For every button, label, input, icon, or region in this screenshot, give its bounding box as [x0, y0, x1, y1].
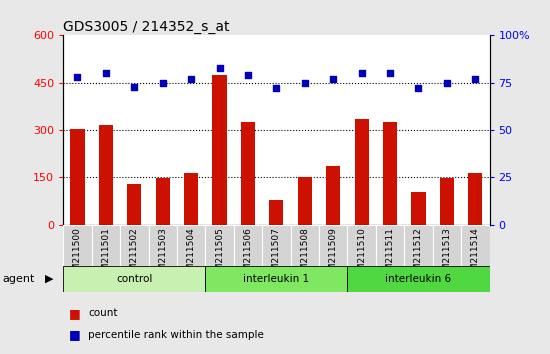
Bar — [298, 177, 312, 225]
Bar — [63, 225, 92, 266]
Point — [186, 76, 196, 82]
Text: GSM211511: GSM211511 — [386, 227, 394, 282]
Text: interleukin 1: interleukin 1 — [243, 274, 310, 284]
Bar — [184, 173, 198, 225]
Point — [73, 74, 82, 80]
Bar — [376, 225, 404, 266]
Point — [386, 70, 394, 76]
Bar — [348, 266, 490, 292]
Text: ▶: ▶ — [45, 274, 54, 284]
Text: GSM211505: GSM211505 — [215, 227, 224, 282]
Bar — [461, 225, 490, 266]
Text: GSM211502: GSM211502 — [130, 227, 139, 281]
Bar — [319, 225, 348, 266]
Bar — [156, 178, 170, 225]
Bar — [212, 75, 227, 225]
Text: interleukin 6: interleukin 6 — [386, 274, 452, 284]
Bar — [468, 173, 482, 225]
Text: GSM211513: GSM211513 — [442, 227, 452, 282]
Bar — [177, 225, 205, 266]
Point — [300, 80, 309, 86]
Bar — [148, 225, 177, 266]
Point — [471, 76, 480, 82]
Text: control: control — [116, 274, 152, 284]
Text: GDS3005 / 214352_s_at: GDS3005 / 214352_s_at — [63, 19, 230, 34]
Bar — [440, 178, 454, 225]
Bar — [348, 225, 376, 266]
Text: percentile rank within the sample: percentile rank within the sample — [88, 330, 264, 339]
Bar — [63, 266, 205, 292]
Bar — [205, 266, 348, 292]
Bar — [404, 225, 433, 266]
Point — [158, 80, 167, 86]
Bar — [383, 122, 397, 225]
Text: GSM211506: GSM211506 — [244, 227, 252, 282]
Bar — [290, 225, 319, 266]
Text: GSM211514: GSM211514 — [471, 227, 480, 281]
Text: GSM211504: GSM211504 — [186, 227, 196, 281]
Text: GSM211507: GSM211507 — [272, 227, 281, 282]
Text: ■: ■ — [69, 307, 80, 320]
Bar — [205, 225, 234, 266]
Bar — [234, 225, 262, 266]
Text: ■: ■ — [69, 328, 80, 341]
Point — [414, 86, 423, 91]
Point — [244, 72, 252, 78]
Bar — [99, 125, 113, 225]
Text: GSM211500: GSM211500 — [73, 227, 82, 282]
Point — [215, 65, 224, 70]
Bar — [270, 200, 283, 225]
Text: agent: agent — [3, 274, 35, 284]
Text: GSM211512: GSM211512 — [414, 227, 423, 281]
Text: GSM211501: GSM211501 — [101, 227, 111, 282]
Point — [442, 80, 451, 86]
Point — [358, 70, 366, 76]
Point — [101, 70, 110, 76]
Bar — [355, 119, 368, 225]
Bar — [120, 225, 148, 266]
Text: GSM211509: GSM211509 — [329, 227, 338, 282]
Bar — [70, 129, 85, 225]
Point — [272, 86, 280, 91]
Bar — [433, 225, 461, 266]
Point — [329, 76, 338, 82]
Point — [130, 84, 139, 89]
Bar — [127, 184, 141, 225]
Text: GSM211510: GSM211510 — [357, 227, 366, 282]
Text: GSM211508: GSM211508 — [300, 227, 309, 282]
Bar — [411, 192, 426, 225]
Bar — [262, 225, 290, 266]
Bar — [241, 122, 255, 225]
Bar — [92, 225, 120, 266]
Text: GSM211503: GSM211503 — [158, 227, 167, 282]
Bar — [326, 166, 340, 225]
Text: count: count — [88, 308, 118, 318]
